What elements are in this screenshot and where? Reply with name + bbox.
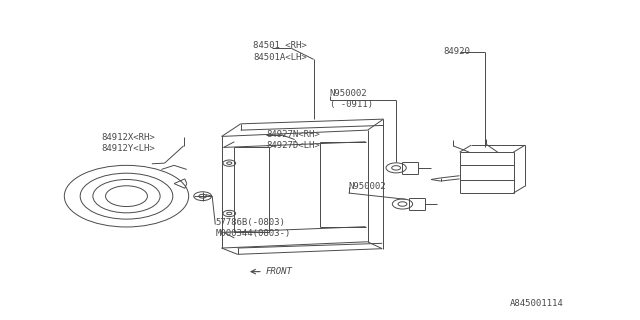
Text: 84927N<RH>
84927D<LH>: 84927N<RH> 84927D<LH> bbox=[266, 130, 320, 150]
Text: N950002: N950002 bbox=[349, 182, 386, 191]
Text: 84501 <RH>
84501A<LH>: 84501 <RH> 84501A<LH> bbox=[253, 42, 307, 61]
Text: N950002
( -0911): N950002 ( -0911) bbox=[330, 89, 372, 109]
Text: FRONT: FRONT bbox=[266, 267, 293, 276]
Text: 84920: 84920 bbox=[444, 47, 470, 56]
Text: 57786B(-0803)
M000344(0803-): 57786B(-0803) M000344(0803-) bbox=[215, 218, 291, 238]
Text: A845001114: A845001114 bbox=[510, 299, 564, 308]
Text: 84912X<RH>
84912Y<LH>: 84912X<RH> 84912Y<LH> bbox=[101, 133, 155, 153]
